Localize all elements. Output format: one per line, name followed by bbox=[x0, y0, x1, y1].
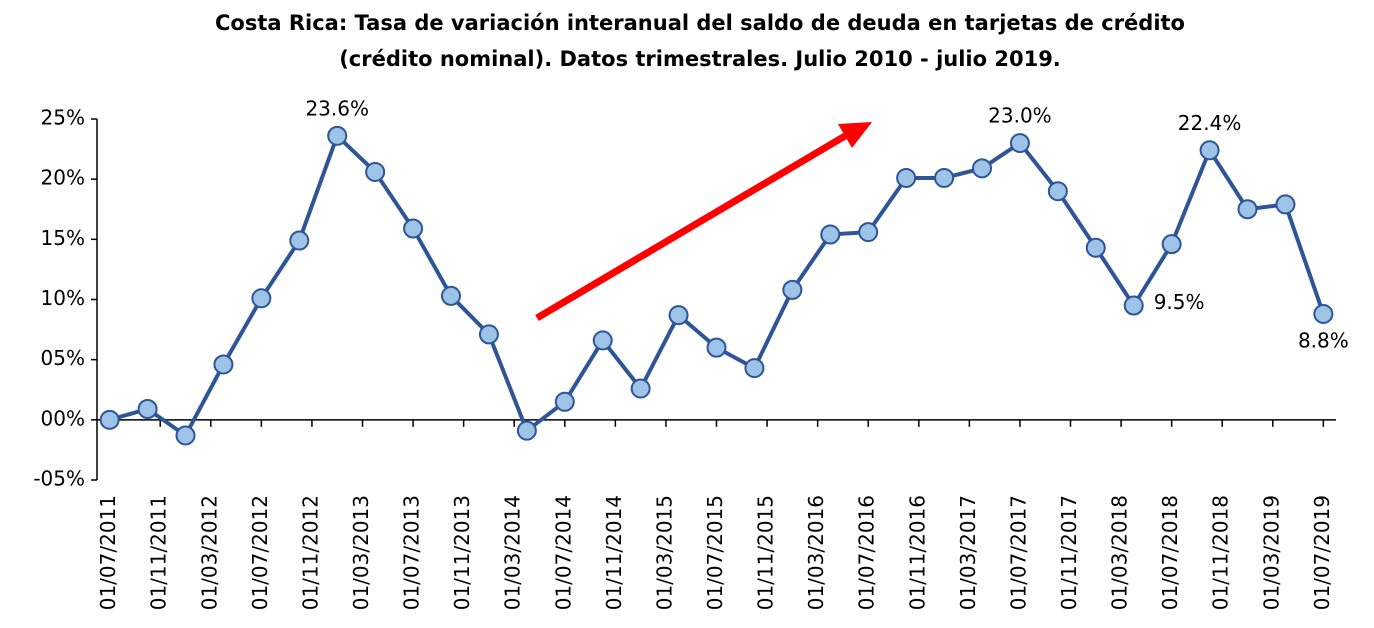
point bbox=[403, 218, 424, 239]
data-label: 23.0% bbox=[988, 104, 1052, 128]
point bbox=[137, 399, 158, 420]
point bbox=[820, 224, 841, 245]
y-tick-label: 25% bbox=[41, 106, 85, 130]
point bbox=[1275, 194, 1296, 215]
x-tick-label: 01/03/2015 bbox=[652, 495, 676, 610]
point bbox=[782, 279, 803, 300]
point bbox=[1237, 199, 1258, 220]
point bbox=[668, 305, 689, 326]
x-tick-label: 01/07/2019 bbox=[1310, 495, 1334, 610]
x-tick-label: 01/11/2016 bbox=[905, 495, 929, 610]
point bbox=[289, 230, 310, 251]
point bbox=[972, 158, 992, 179]
y-tick-label: 10% bbox=[41, 286, 85, 310]
x-tick-label: 01/07/2016 bbox=[855, 495, 879, 610]
x-tick-label: 01/11/2015 bbox=[754, 495, 778, 610]
point bbox=[327, 125, 348, 146]
point bbox=[896, 167, 917, 188]
x-tick-label: 01/03/2014 bbox=[501, 495, 525, 610]
point bbox=[213, 354, 234, 375]
y-tick-label: 05% bbox=[41, 346, 85, 370]
x-tick-label: 01/07/2014 bbox=[551, 495, 575, 610]
x-tick-label: 01/03/2012 bbox=[197, 495, 221, 610]
x-tick-label: 01/03/2013 bbox=[349, 495, 373, 610]
x-tick-label: 01/07/2015 bbox=[703, 495, 727, 610]
point bbox=[706, 337, 727, 358]
x-tick-label: 01/07/2018 bbox=[1158, 495, 1182, 610]
x-tick-label: 01/11/2017 bbox=[1057, 495, 1081, 610]
point bbox=[1199, 140, 1220, 161]
point bbox=[934, 167, 955, 188]
point bbox=[175, 425, 196, 446]
point bbox=[441, 285, 461, 306]
point bbox=[1047, 181, 1068, 202]
x-tick-label: 01/03/2016 bbox=[804, 495, 828, 610]
data-label: 22.4% bbox=[1178, 111, 1242, 135]
x-tick-label: 01/07/2013 bbox=[400, 495, 424, 610]
x-tick-label: 01/07/2017 bbox=[1006, 495, 1030, 610]
data-label: 9.5% bbox=[1154, 290, 1205, 314]
x-tick-label: 01/07/2012 bbox=[248, 495, 272, 610]
point bbox=[1009, 133, 1030, 154]
x-tick-label: 01/11/2018 bbox=[1209, 495, 1233, 610]
trend-arrow bbox=[535, 122, 872, 322]
y-tick-label: 15% bbox=[41, 226, 85, 250]
point bbox=[1085, 237, 1106, 258]
x-tick-label: 01/03/2017 bbox=[956, 495, 980, 610]
data-label: 23.6% bbox=[305, 96, 369, 120]
point bbox=[858, 222, 879, 243]
point bbox=[478, 324, 499, 345]
x-tick-label: 01/03/2018 bbox=[1108, 495, 1132, 610]
point bbox=[1313, 303, 1334, 324]
x-tick-label: 01/11/2013 bbox=[450, 495, 474, 610]
x-tick-label: 01/11/2014 bbox=[602, 495, 626, 610]
point bbox=[554, 391, 575, 412]
point bbox=[1123, 295, 1144, 316]
data-label: 8.8% bbox=[1298, 328, 1349, 352]
point bbox=[630, 378, 651, 399]
point bbox=[99, 409, 120, 430]
y-tick-label: 00% bbox=[41, 406, 85, 430]
chart-title: Costa Rica: Tasa de variación interanual… bbox=[215, 11, 1185, 35]
point bbox=[516, 420, 537, 441]
chart-subtitle: (crédito nominal). Datos trimestrales. J… bbox=[339, 47, 1061, 71]
y-tick-label: -05% bbox=[33, 467, 85, 491]
x-tick-label: 01/07/2011 bbox=[96, 495, 120, 610]
point bbox=[592, 330, 613, 351]
x-tick-label: 01/11/2011 bbox=[147, 495, 171, 610]
y-tick-label: 20% bbox=[41, 166, 85, 190]
point bbox=[365, 161, 386, 182]
point bbox=[744, 358, 765, 379]
point bbox=[1161, 234, 1182, 255]
point bbox=[251, 288, 272, 309]
x-tick-label: 01/11/2012 bbox=[298, 495, 322, 610]
series-line bbox=[109, 132, 1326, 439]
x-tick-label: 01/03/2019 bbox=[1259, 495, 1283, 610]
